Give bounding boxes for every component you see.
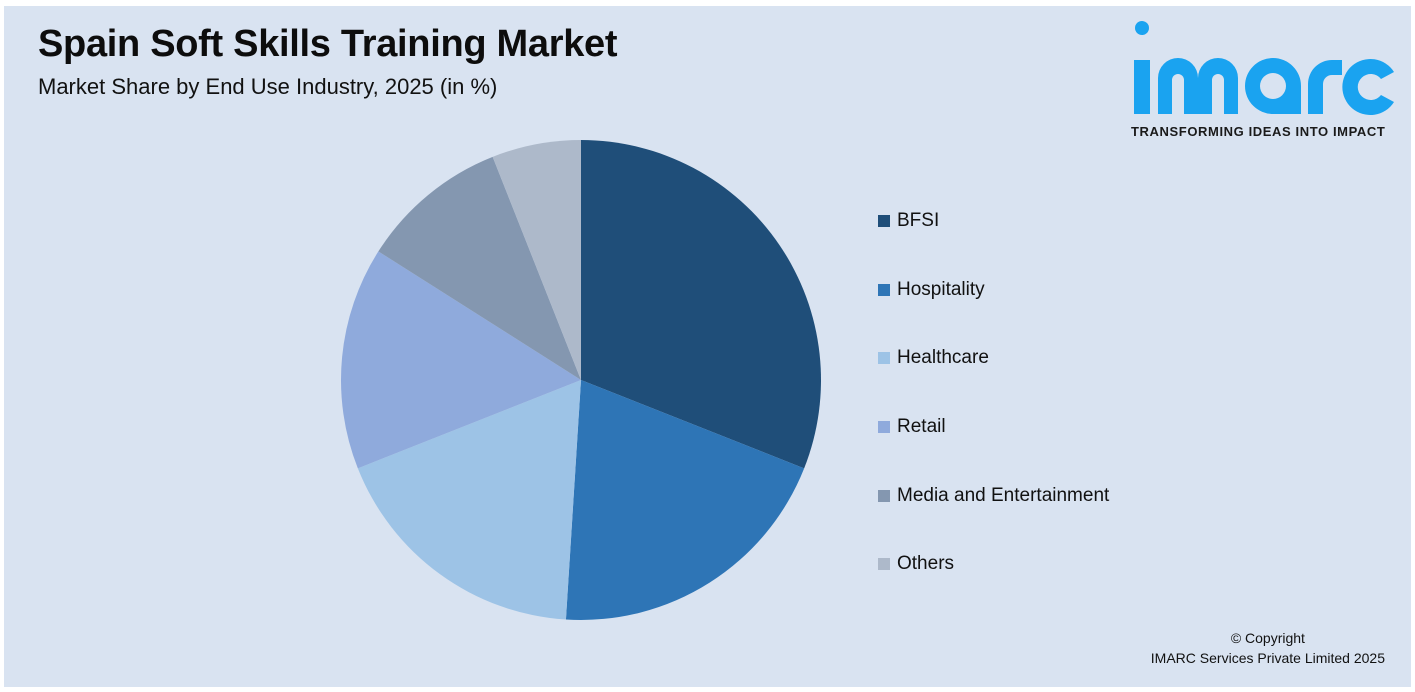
chart-subtitle: Market Share by End Use Industry, 2025 (… <box>38 74 498 99</box>
legend-swatch-icon <box>878 215 890 227</box>
legend-swatch-icon <box>878 421 890 433</box>
pie-slice-healthcare <box>357 380 581 620</box>
logo-tagline: TRANSFORMING IDEAS INTO IMPACT <box>1131 124 1386 139</box>
legend-item-others: Others <box>878 553 954 575</box>
legend-label: Others <box>897 553 955 574</box>
chart-title: Spain Soft Skills Training Market <box>38 23 618 65</box>
legend-label: Media and Entertainment <box>897 485 1110 506</box>
legend-swatch-icon <box>878 490 890 502</box>
pie-chart <box>340 140 821 620</box>
legend-swatch-icon <box>878 352 890 364</box>
copyright-line-2: IMARC Services Private Limited 2025 <box>1150 650 1385 666</box>
pie-slice-others <box>492 140 581 380</box>
copyright-notice: © Copyright IMARC Services Private Limit… <box>1151 628 1385 668</box>
legend-item-bfsi: BFSI <box>878 210 939 232</box>
legend-label: Retail <box>897 416 946 437</box>
pie-slice-hospitality <box>565 380 805 620</box>
chart-panel: Spain Soft Skills Training Market Market… <box>4 6 1411 687</box>
legend-label: Healthcare <box>897 347 989 368</box>
legend-swatch-icon <box>878 558 890 570</box>
legend-swatch-icon <box>878 284 890 296</box>
legend-item-hospitality: Hospitality <box>878 279 985 301</box>
imarc-wordmark-icon <box>1134 21 1394 116</box>
copyright-line-1: © Copyright <box>1230 630 1305 646</box>
legend-item-media-and-entertainment: Media and Entertainment <box>878 485 1109 507</box>
legend-label: BFSI <box>897 210 940 231</box>
legend-item-retail: Retail <box>878 416 946 438</box>
pie-slice-retail <box>340 251 581 469</box>
pie-slice-bfsi <box>581 140 821 469</box>
pie-slice-media-and-entertainment <box>378 156 581 380</box>
legend-label: Hospitality <box>897 279 985 300</box>
legend-item-healthcare: Healthcare <box>878 347 989 369</box>
